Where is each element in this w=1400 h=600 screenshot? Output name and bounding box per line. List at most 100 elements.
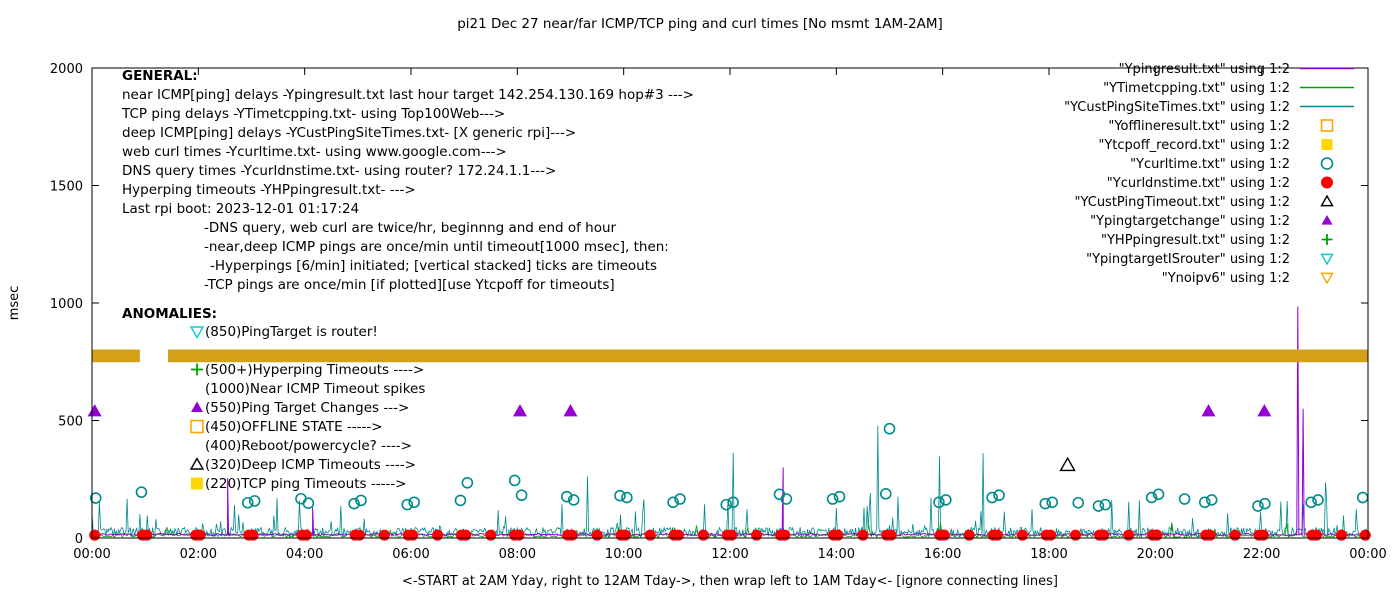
point-Ycurldnstime.txt <box>697 529 709 541</box>
x-tick-label: 22:00 <box>1243 547 1280 562</box>
anomalies-heading: ANOMALIES: <box>122 306 217 322</box>
x-tick-label: 04:00 <box>286 547 323 562</box>
point-Ycurltime.txt <box>560 490 573 503</box>
point-Ycurltime.txt <box>727 496 739 509</box>
point-Ycurldnstime.txt <box>407 529 419 541</box>
legend: "Ypingresult.txt" using 1:2 "YTimetcpping… <box>1064 62 1354 286</box>
point-Ypingtargetchange <box>512 404 527 417</box>
general-note-line: near ICMP[ping] delays -Ypingresult.txt … <box>122 87 694 103</box>
point-Ycurldnstime.txt <box>938 529 950 541</box>
point-Ycurltime.txt <box>933 496 945 509</box>
circle-filled-icon <box>1321 176 1333 189</box>
tri-up-open-icon <box>189 457 205 470</box>
circle-open-icon <box>1320 157 1334 170</box>
x-axis-label: <-START at 2AM Yday, right to 12AM Tday-… <box>402 574 1058 589</box>
square-open-icon <box>190 419 204 434</box>
general-note-line: web curl times -Ycurltime.txt- using www… <box>122 144 507 160</box>
anomaly-note-line: (220)TCP ping Timeouts -----> <box>205 476 407 492</box>
x-tick-label: 00:00 <box>1349 547 1386 562</box>
point-Ycurltime.txt <box>621 491 633 504</box>
point-Ycurltime.txt <box>515 489 528 502</box>
legend-label: "Ypingresult.txt" using 1:2 <box>1119 62 1290 77</box>
point-Ycurldnstime.txt <box>1098 529 1110 541</box>
point-Ycurldnstime.txt <box>751 529 763 541</box>
tri-down-open-icon <box>1320 253 1334 266</box>
point-Ycurldnstime.txt <box>89 529 101 541</box>
point-Ycurltime.txt <box>826 493 839 505</box>
legend-label: "YHPpingresult.txt" using 1:2 <box>1101 233 1290 248</box>
x-tick-label: 06:00 <box>392 547 429 562</box>
anomaly-note-line: (1000)Near ICMP Timeout spikes <box>205 381 425 397</box>
point-Ycurltime.txt <box>1259 497 1271 510</box>
anomaly-note-line: (850)PingTarget is router! <box>205 324 378 340</box>
general-note-line: -TCP pings are once/min [if plotted][use… <box>204 277 615 293</box>
general-note-line: TCP ping delays -YTimetcpping.txt- using… <box>121 106 505 122</box>
point-Ycurldnstime.txt <box>1229 529 1241 541</box>
point-Ycurldnstime.txt <box>378 529 390 541</box>
point-Ycurltime.txt <box>940 494 952 506</box>
point-Ycurldnstime.txt <box>832 529 844 541</box>
plot-border <box>91 67 1369 539</box>
point-Ycurldnstime.txt <box>726 529 738 541</box>
anomaly-note-line: (450)OFFLINE STATE -----> <box>205 419 383 435</box>
point-Ycurltime.txt <box>879 488 892 500</box>
general-note-line: Hyperping timeouts -YHPpingresult.txt- -… <box>122 182 416 198</box>
point-Ypingtargetchange <box>87 404 102 417</box>
point-Ycurldnstime.txt <box>1257 529 1269 541</box>
point-Ycurltime.txt <box>1252 500 1264 512</box>
point-Ycurltime.txt <box>1205 494 1218 506</box>
point-Ycurltime.txt <box>1305 496 1317 509</box>
point-Ycurldnstime.txt <box>1045 529 1057 541</box>
square-filled-icon <box>191 477 203 490</box>
point-Ycurltime.txt <box>780 493 793 505</box>
legend-label: "YTimetcpping.txt" using 1:2 <box>1103 81 1290 96</box>
point-Ycurltime.txt <box>614 489 626 502</box>
tri-down-open-icon <box>1320 272 1334 285</box>
anomaly-note-line: (400)Reboot/powercycle? ----> <box>205 438 412 454</box>
point-Ycurldnstime.txt <box>460 529 472 541</box>
point-Ycurltime.txt <box>1039 497 1052 510</box>
anomaly-note-line: (500+)Hyperping Timeouts ----> <box>205 362 424 378</box>
point-Ycurltime.txt <box>348 497 360 510</box>
x-tick-label: 16:00 <box>924 547 961 562</box>
point-Ypingtargetchange <box>1201 404 1216 417</box>
point-Ycurldnstime.txt <box>963 529 975 541</box>
point-Ycurltime.txt <box>986 491 998 504</box>
square-filled-icon <box>1321 139 1333 150</box>
plus-icon <box>191 363 203 376</box>
y-axis-label: msec <box>7 286 22 321</box>
point-Ycurldnstime.txt <box>644 529 656 541</box>
point-Ycurldnstime.txt <box>1151 529 1163 541</box>
band-Ynoipv6-band <box>168 349 1369 363</box>
legend-label: "YCustPingTimeout.txt" using 1:2 <box>1075 195 1290 210</box>
y-tick-label: 2000 <box>50 62 83 77</box>
legend-label: "Ycurltime.txt" using 1:2 <box>1130 157 1290 172</box>
point-Ycurldnstime.txt <box>353 529 365 541</box>
general-note-line: deep ICMP[ping] delays -YCustPingSiteTim… <box>122 125 576 141</box>
point-Ycurltime.txt <box>567 494 580 506</box>
point-Ycurltime.txt <box>295 492 307 505</box>
point-Ycurltime.txt <box>401 498 414 511</box>
chart-title: pi21 Dec 27 near/far ICMP/TCP ping and c… <box>457 16 943 32</box>
point-Ycurldnstime.txt <box>1310 529 1322 541</box>
point-Ycurltime.txt <box>720 498 733 511</box>
point-Ycurldnstime.txt <box>300 529 312 541</box>
point-Ycurltime.txt <box>454 494 467 507</box>
point-Ycurldnstime.txt <box>885 529 897 541</box>
tri-up-filled-icon <box>191 401 203 412</box>
tri-down-open-icon <box>189 326 205 339</box>
legend-label: "Ytcpoff_record.txt" using 1:2 <box>1098 138 1290 153</box>
x-tick-label: 20:00 <box>1137 547 1174 562</box>
general-note-line: -near,deep ICMP pings are once/min until… <box>204 239 669 255</box>
legend-label: "YpingtargetISrouter" using 1:2 <box>1086 252 1290 267</box>
point-Ycurltime.txt <box>883 422 896 435</box>
point-Ycurltime.txt <box>408 496 420 509</box>
point-Ycurltime.txt <box>461 476 474 489</box>
x-tick-label: 08:00 <box>499 547 536 562</box>
y-tick-label: 500 <box>58 415 83 430</box>
point-Ycurltime.txt <box>1046 496 1058 509</box>
legend-label: "Ycurldnstime.txt" using 1:2 <box>1107 176 1290 191</box>
point-Ycurltime.txt <box>1092 500 1105 512</box>
